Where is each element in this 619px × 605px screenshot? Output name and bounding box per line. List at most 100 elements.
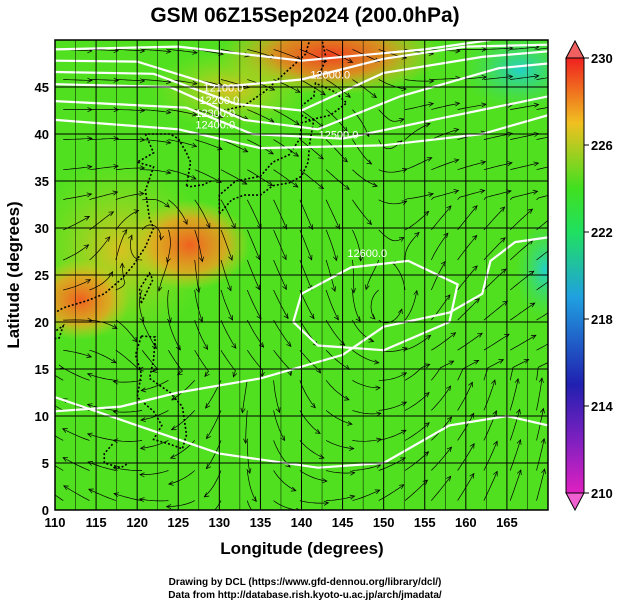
streamline-arrowhead <box>344 184 350 190</box>
streamline <box>220 139 248 153</box>
streamline <box>352 229 362 262</box>
streamline-arrowhead <box>226 285 232 292</box>
streamline-arrowhead <box>560 103 565 107</box>
colorbar-tick-label: 226 <box>591 138 613 153</box>
streamline-arrowhead <box>401 200 408 206</box>
x-tick-label: 150 <box>373 515 395 530</box>
streamline <box>246 229 261 260</box>
streamline-arrowhead <box>133 209 140 215</box>
streamline <box>166 229 171 263</box>
streamline <box>194 289 203 322</box>
streamline-arrowhead <box>347 420 353 426</box>
streamline-arrowhead <box>428 192 434 198</box>
streamline-arrowhead <box>538 377 544 383</box>
streamline-arrowhead <box>455 48 461 54</box>
streamline <box>457 235 478 261</box>
streamline-arrowhead <box>87 136 93 142</box>
streamline-arrowhead <box>414 231 420 238</box>
streamline-arrowhead <box>507 74 514 80</box>
streamline <box>141 349 159 372</box>
streamline-arrowhead <box>205 463 212 470</box>
streamline <box>62 367 90 381</box>
streamline-arrowhead <box>445 294 451 300</box>
y-tick-label: 25 <box>35 268 49 283</box>
streamline-arrowhead <box>111 324 118 330</box>
streamline <box>431 332 456 351</box>
contour-label: 12100.0 <box>204 83 244 95</box>
streamline <box>510 162 539 171</box>
plot-frame <box>54 39 549 511</box>
cool-region-east <box>515 220 548 320</box>
streamline <box>457 190 485 201</box>
streamline-arrowhead <box>86 164 93 170</box>
streamline-arrowhead <box>428 78 435 84</box>
streamline-arrowhead <box>349 494 356 500</box>
streamline <box>140 440 169 449</box>
y-tick-label: 45 <box>35 80 49 95</box>
streamline <box>142 49 171 53</box>
streamline-arrowhead <box>527 208 534 214</box>
height-contour-line <box>55 95 548 140</box>
streamline <box>194 139 223 150</box>
streamline-arrowhead <box>366 219 373 225</box>
streamline-arrowhead <box>477 332 483 338</box>
coastline <box>138 271 154 304</box>
streamline-arrowhead <box>507 131 513 137</box>
streamline <box>404 335 431 351</box>
streamline-arrowhead <box>342 126 348 133</box>
streamline <box>325 109 348 133</box>
streamline <box>220 169 247 185</box>
colorbar-max-arrow <box>565 39 585 59</box>
streamline <box>220 319 237 349</box>
streamline-arrowhead <box>446 385 452 392</box>
streamline <box>510 104 539 110</box>
streamline <box>168 350 183 376</box>
streamline-arrowhead <box>309 313 315 320</box>
streamline <box>431 360 454 381</box>
streamline <box>457 205 478 231</box>
streamline <box>246 500 252 510</box>
streamline-arrowhead <box>139 107 146 113</box>
x-tick-label: 145 <box>332 515 354 530</box>
hot-spot-east-china <box>130 200 250 290</box>
streamline-arrowhead <box>256 223 262 230</box>
streamline <box>142 169 171 174</box>
streamline-arrowhead <box>228 255 233 261</box>
streamline-arrowhead <box>139 191 145 197</box>
streamline-arrowhead <box>560 162 565 166</box>
streamline <box>115 349 140 370</box>
streamline-arrowhead <box>454 101 461 107</box>
streamline-arrowhead <box>110 358 117 364</box>
streamline-arrowhead <box>87 77 93 83</box>
streamline <box>299 139 324 160</box>
x-tick-label: 110 <box>45 515 66 530</box>
streamline <box>457 161 486 171</box>
streamline-arrowhead <box>318 154 324 160</box>
streamline <box>352 438 382 442</box>
contour-label: 12400.0 <box>195 119 235 131</box>
streamline <box>536 362 548 381</box>
streamline <box>352 139 372 165</box>
streamline <box>404 290 418 321</box>
streamline <box>509 208 533 231</box>
x-tick-label: 155 <box>414 515 436 530</box>
streamline <box>194 169 222 183</box>
streamline <box>352 289 361 322</box>
streamline-arrowhead <box>533 161 540 167</box>
contour-label: 12000.0 <box>310 70 350 82</box>
streamline <box>299 169 324 189</box>
streamline <box>509 409 521 441</box>
y-axis-ticks: 0 5 10 15 20 25 30 35 40 45 <box>35 80 49 518</box>
streamline-arrowhead <box>86 403 93 409</box>
streamline-arrowhead <box>176 370 183 376</box>
streamline-arrowhead <box>516 439 522 445</box>
streamline <box>55 435 64 441</box>
streamline <box>168 139 197 147</box>
streamline <box>325 169 350 190</box>
streamline-arrowhead <box>506 189 512 195</box>
streamline <box>246 289 262 320</box>
streamline-arrowhead <box>523 358 530 364</box>
streamline <box>63 193 92 201</box>
streamline <box>457 265 478 291</box>
